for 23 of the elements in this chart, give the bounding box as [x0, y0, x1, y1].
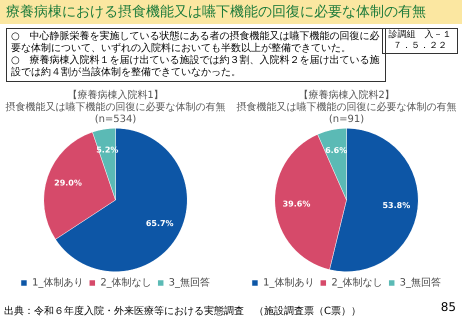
data-label: 39.6%	[282, 199, 310, 208]
legend-label: 1_体制あり	[262, 276, 314, 289]
legend-label: 3_無回答	[168, 276, 210, 289]
text: (n=534)	[94, 114, 138, 126]
data-label: 29.0%	[54, 178, 82, 188]
chart-subtitle: 摂食機能又は嚥下機能の回復に必要な体制の有無	[4, 102, 226, 114]
legend-label: 2_体制なし	[100, 276, 152, 289]
chart-subtitle: 摂食機能又は嚥下機能の回復に必要な体制の有無	[236, 102, 458, 114]
data-label: 53.8%	[382, 201, 410, 210]
text: 療養病棟における摂食機能又は嚥下機能の回復に必要な体制の有無	[6, 3, 426, 21]
text: ○ 中心静脈栄養を実施している状態にある者の摂食機能又は嚥下機能の回復に必要な体制について、いずれの入院料においても半数以上が整備できていた。	[11, 31, 381, 54]
chart-title: 【療養病棟入院料1】	[66, 90, 165, 102]
source-note: 出典：令和６年度入院・外来医療等における実態調査 （施設調査票（C票））	[4, 304, 361, 318]
text: ７．５．２２	[392, 41, 448, 52]
legend-label: 3_無回答	[400, 276, 442, 289]
legend-label: 1_体制あり	[32, 276, 84, 289]
text: 85	[440, 300, 456, 314]
text: 診調組 入－１	[388, 30, 452, 41]
data-label: 65.7%	[146, 218, 174, 228]
legend-label: 2_体制なし	[331, 276, 383, 289]
text: (n=91)	[328, 114, 366, 126]
text: ○ 療養病棟入院料１を届け出ている施設では約３割、入院料２を届け出ている施設では約４割が当該体制を整備できていなかった。	[11, 55, 381, 79]
chart-title: 【療養病棟入院料2】	[297, 90, 396, 102]
